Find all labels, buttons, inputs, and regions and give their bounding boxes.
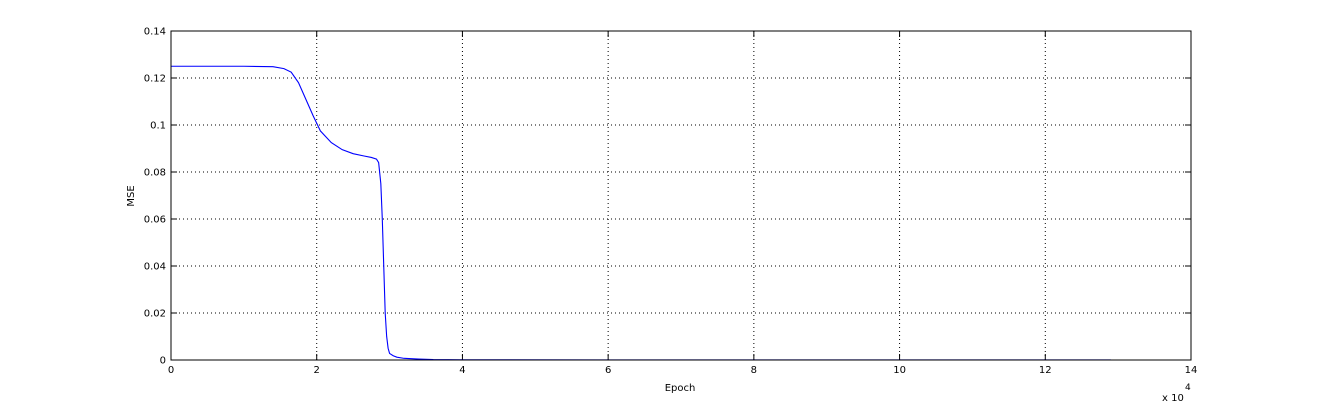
x-tick-label: 2 [314, 365, 320, 376]
y-tick-label: 0.14 [144, 27, 166, 38]
grid [171, 31, 1191, 360]
x-tick-label: 12 [1039, 365, 1052, 376]
x-tick-label: 4 [459, 365, 465, 376]
x-tick-label: 10 [893, 365, 906, 376]
y-axis-label: MSE [126, 185, 137, 206]
x-tick-label: 8 [751, 365, 757, 376]
x-multiplier-exponent: 4 [1185, 383, 1191, 393]
y-tick-label: 0.08 [144, 168, 166, 179]
x-multiplier-label: x 10 [1162, 393, 1184, 404]
plot-frame [170, 30, 1192, 361]
x-tick-label: 0 [168, 365, 174, 376]
y-tick-label: 0.1 [150, 121, 166, 132]
x-tick-label: 6 [605, 365, 611, 376]
plot-background [171, 31, 1191, 360]
y-tick-label: 0.02 [144, 309, 166, 320]
y-tick-label: 0.12 [144, 74, 166, 85]
y-tick-label: 0.06 [144, 215, 166, 226]
x-axis-label: Epoch [665, 383, 696, 394]
y-tick-label: 0.04 [144, 262, 166, 273]
tick-labels: 0 2 4 6 8 10 12 14 0 0.02 0.04 0.06 0.08 0.1 0.12 0.14 [144, 27, 1198, 377]
x-tick-label: 14 [1185, 365, 1198, 376]
y-tick-label: 0 [160, 356, 166, 367]
